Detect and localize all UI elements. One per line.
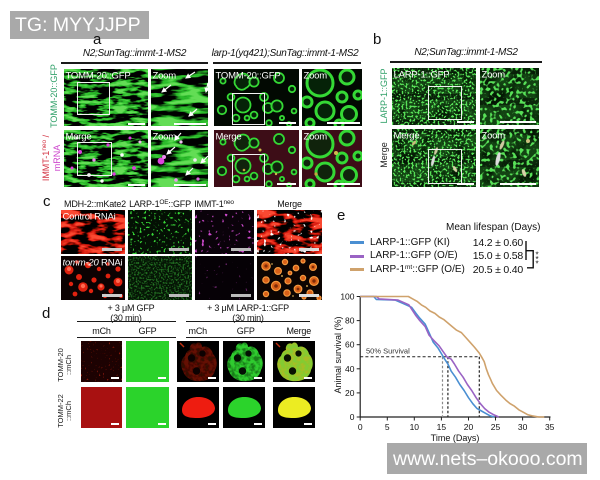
svg-text:LARP-1::GFP: LARP-1::GFP <box>394 70 450 81</box>
svg-text:Merge: Merge <box>66 131 92 142</box>
svg-text:35: 35 <box>545 422 555 432</box>
svg-text:*: * <box>536 251 539 260</box>
svg-text:*: * <box>536 260 539 269</box>
svg-text:20: 20 <box>345 388 355 398</box>
svg-text:Zoom: Zoom <box>304 70 328 81</box>
svg-text:10: 10 <box>410 422 420 432</box>
svg-text:Zoom: Zoom <box>304 131 328 142</box>
svg-text:25: 25 <box>491 422 501 432</box>
svg-text:60: 60 <box>345 340 355 350</box>
svg-text:Zoom: Zoom <box>482 70 506 81</box>
svg-text:50% Survival: 50% Survival <box>366 347 410 356</box>
svg-text:Control RNAi: Control RNAi <box>63 212 116 223</box>
svg-text:20: 20 <box>464 422 474 432</box>
svg-text:0: 0 <box>350 412 355 422</box>
svg-text:TOMM-20::GFP: TOMM-20::GFP <box>216 70 281 81</box>
svg-text:30: 30 <box>518 422 528 432</box>
svg-text:Zoom: Zoom <box>152 131 176 142</box>
svg-text:0: 0 <box>358 422 363 432</box>
svg-text:TOMM-20::GFP: TOMM-20::GFP <box>66 70 131 81</box>
svg-text:tomm-20 RNAi: tomm-20 RNAi <box>63 258 123 269</box>
svg-text:Zoom: Zoom <box>152 70 176 81</box>
svg-text:Merge: Merge <box>216 131 242 142</box>
svg-text:5: 5 <box>385 422 390 432</box>
svg-text:40: 40 <box>345 364 355 374</box>
svg-text:Zoom: Zoom <box>482 130 506 141</box>
svg-text:15: 15 <box>437 422 447 432</box>
svg-text:Merge: Merge <box>394 130 420 141</box>
svg-text:80: 80 <box>345 316 355 326</box>
svg-text:Time (Days): Time (Days) <box>431 433 480 443</box>
svg-text:*: * <box>536 255 539 264</box>
svg-text:100: 100 <box>340 292 354 302</box>
